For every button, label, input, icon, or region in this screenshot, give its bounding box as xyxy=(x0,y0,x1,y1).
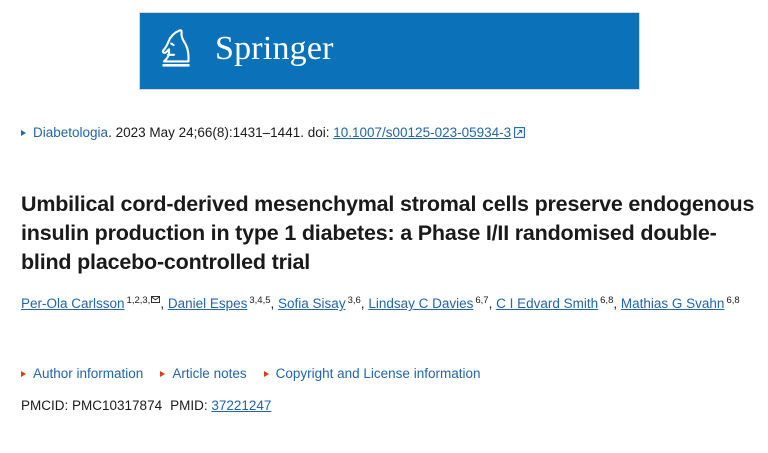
copyright-license-toggle[interactable]: Copyright and License information xyxy=(263,365,481,383)
author-affiliation: 1,2,3, xyxy=(126,295,151,306)
author-item: Per-Ola Carlsson 1,2,3, , xyxy=(21,295,168,311)
author-affiliation: 3,4,5 xyxy=(249,295,271,306)
author-list: Per-Ola Carlsson 1,2,3, , Daniel Espes 3,4… xyxy=(21,288,743,314)
author-affiliation: 6,8 xyxy=(600,295,614,306)
author-affiliation: 3,6 xyxy=(347,295,361,306)
external-link-icon[interactable] xyxy=(514,125,526,138)
author-affiliation: 6,7 xyxy=(475,295,489,306)
pmid-label: PMID: xyxy=(170,398,212,413)
author-item: Mathias G Svahn 6,8 xyxy=(620,295,740,311)
citation-line: Diabetologia. 2023 May 24;66(8):1431–144… xyxy=(21,124,526,142)
author-item: Lindsay C Davies 6,7, xyxy=(368,295,497,311)
doi-link[interactable]: 10.1007/s00125-023-05934-3 xyxy=(333,125,512,140)
publisher-name: Springer xyxy=(215,30,334,67)
triangle-right-icon[interactable] xyxy=(21,130,26,136)
page-title: Umbilical cord-derived mesenchymal strom… xyxy=(21,192,755,275)
publisher-banner[interactable]: Springer xyxy=(139,12,640,90)
article-notes-toggle[interactable]: Article notes xyxy=(160,365,247,383)
author-information-toggle[interactable]: Author information xyxy=(21,365,143,383)
author-item: Sofia Sisay 3,6, xyxy=(278,295,369,311)
author-information-label[interactable]: Author information xyxy=(33,366,144,381)
copyright-license-label[interactable]: Copyright and License information xyxy=(275,366,481,381)
pmcid-value: PMC10317874 xyxy=(72,398,163,413)
author-link[interactable]: C I Edvard Smith xyxy=(496,296,599,311)
identifiers: PMCID: PMC10317874 PMID: 37221247 xyxy=(21,397,271,415)
triangle-right-icon xyxy=(160,371,166,377)
journal-link[interactable]: Diabetologia xyxy=(33,125,109,140)
section-links: Author information Article notes Copyright… xyxy=(21,365,497,383)
author-link[interactable]: Lindsay C Davies xyxy=(368,296,474,311)
triangle-right-icon xyxy=(263,371,269,377)
springer-knight-logo-icon xyxy=(157,27,203,75)
author-link[interactable]: Mathias G Svahn xyxy=(620,296,725,311)
author-link[interactable]: Sofia Sisay xyxy=(278,296,346,311)
pmid-link[interactable]: 37221247 xyxy=(211,398,272,413)
author-link[interactable]: Daniel Espes xyxy=(167,296,248,311)
article-notes-label[interactable]: Article notes xyxy=(172,366,247,381)
envelope-icon[interactable] xyxy=(151,288,161,303)
citation-details: . 2023 May 24;66(8):1431–1441. doi: xyxy=(108,125,334,140)
triangle-right-icon xyxy=(21,371,26,377)
pmcid-label: PMCID: xyxy=(21,398,73,413)
author-affiliation: 6,8 xyxy=(726,295,740,306)
author-link[interactable]: Per-Ola Carlsson xyxy=(21,296,125,311)
author-item: C I Edvard Smith 6,8, xyxy=(496,295,621,311)
author-item: Daniel Espes 3,4,5, xyxy=(167,295,279,311)
